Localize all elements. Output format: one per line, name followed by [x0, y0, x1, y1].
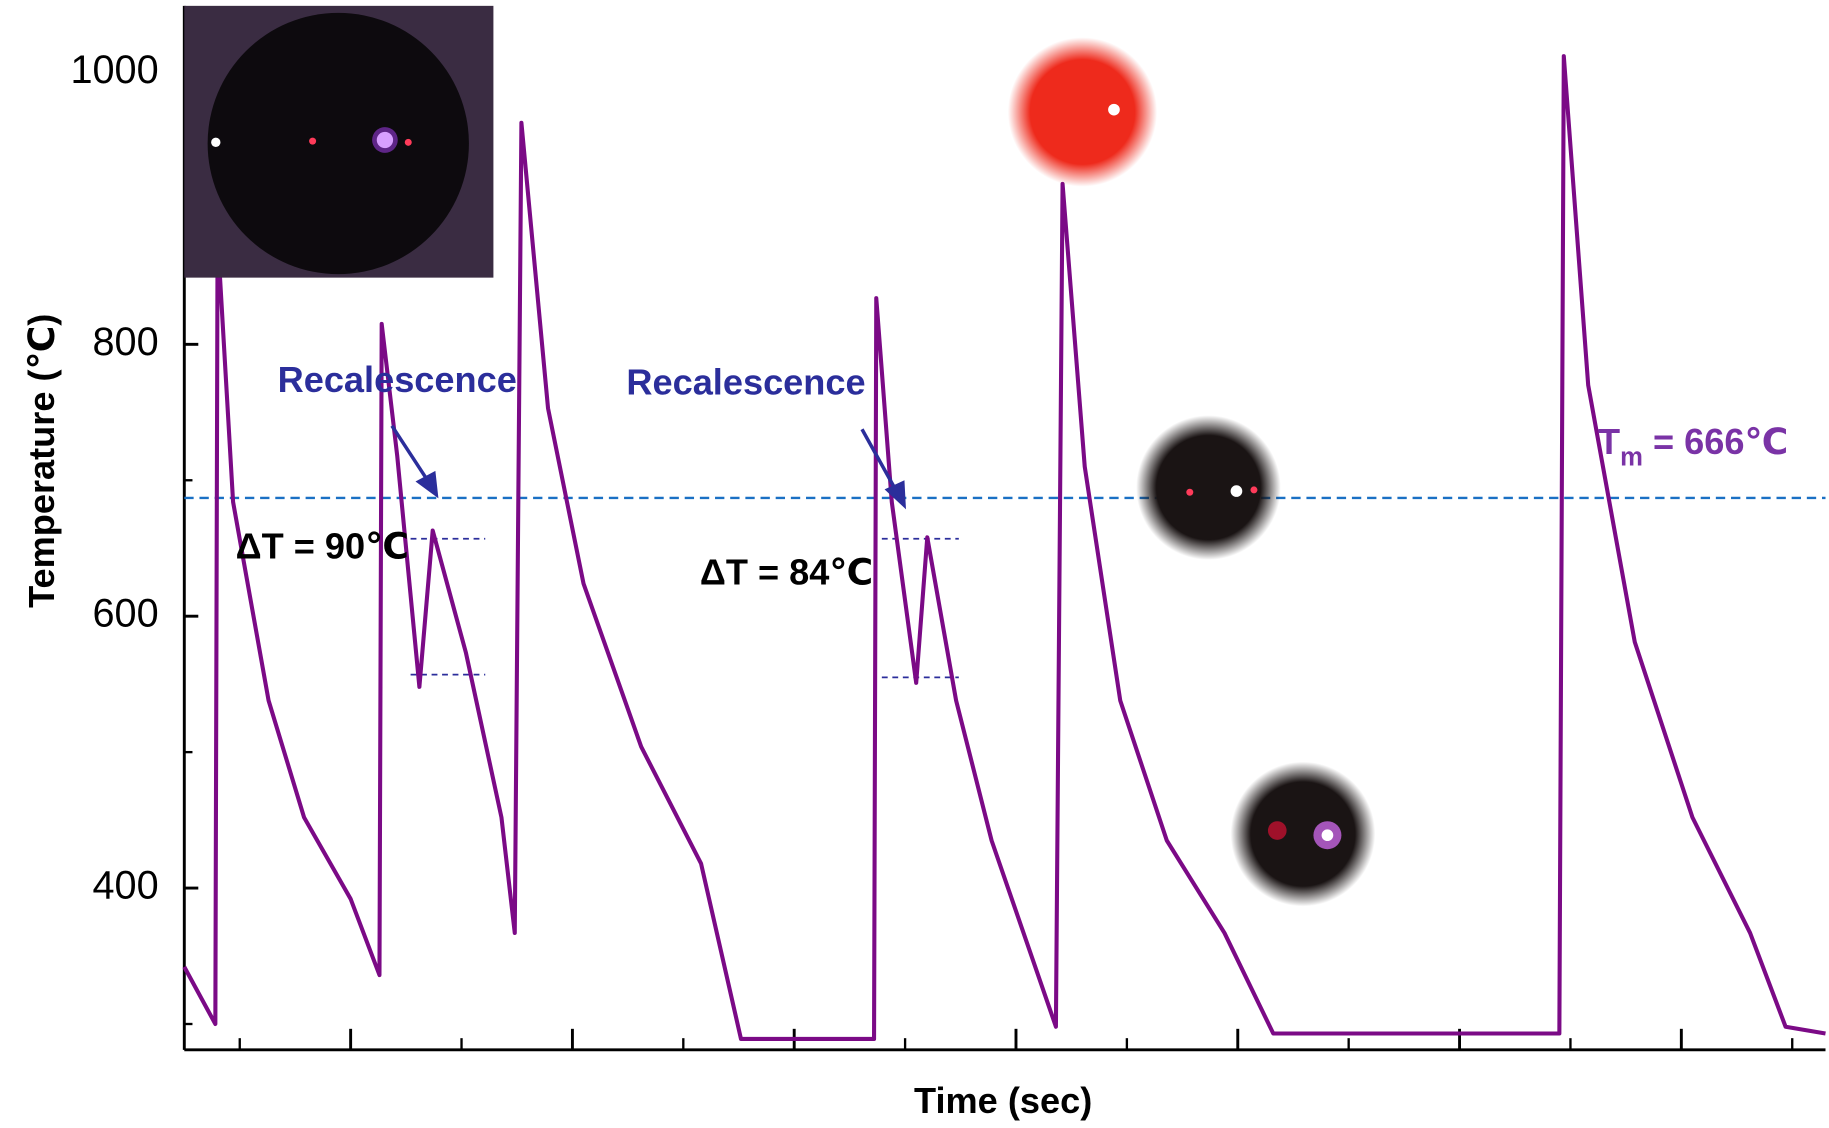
annotation: Recalescence [626, 361, 865, 402]
tm-label-part: T [1598, 421, 1620, 462]
annotation: ΔT = 84℃ [700, 551, 873, 592]
inset-photo [184, 5, 494, 278]
photo-glow [1230, 761, 1376, 907]
x-axis-title: Time (sec) [914, 1080, 1092, 1121]
y-axis-title: Temperature (℃) [21, 314, 62, 608]
y-tick-label: 400 [92, 864, 158, 908]
photo-red [1007, 37, 1158, 187]
tm-label: Tm = 666℃ [1598, 421, 1788, 472]
arrows [390, 424, 906, 510]
y-tick-label: 1000 [70, 48, 158, 92]
y-tick-label: 800 [92, 320, 158, 364]
y-tick-label: 600 [92, 592, 158, 636]
tm-label-part: = 666℃ [1643, 421, 1788, 462]
annotation: ΔT = 90℃ [236, 526, 409, 567]
tm-label-part: m [1620, 443, 1643, 471]
annotation: Recalescence [278, 359, 517, 400]
temperature-line [182, 54, 1826, 1041]
photo-dark [1136, 415, 1281, 560]
